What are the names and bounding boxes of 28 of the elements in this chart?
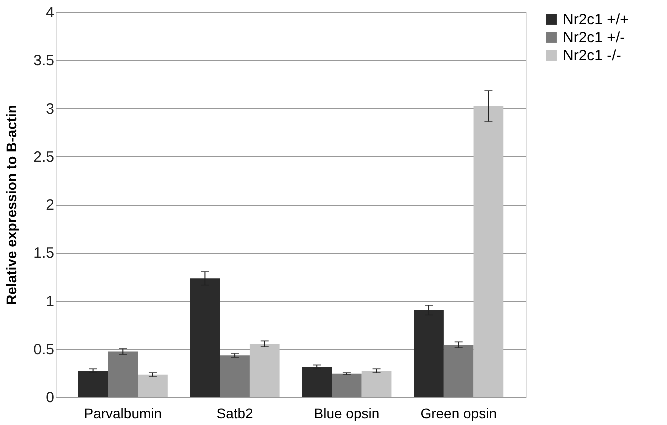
legend-label: Nr2c1 +/+ bbox=[563, 12, 630, 28]
bar bbox=[474, 106, 504, 397]
y-tick-label: 1.5 bbox=[34, 245, 54, 262]
y-tick-label: 2 bbox=[46, 197, 54, 214]
bar bbox=[362, 371, 392, 397]
bar bbox=[332, 374, 362, 397]
y-tick-label: 0.5 bbox=[34, 341, 54, 358]
bar bbox=[108, 352, 138, 397]
legend-label: Nr2c1 +/- bbox=[563, 30, 626, 46]
x-tick-label: Parvalbumin bbox=[84, 406, 162, 422]
y-tick-label: 3 bbox=[46, 100, 54, 118]
x-tick-label: Green opsin bbox=[420, 406, 497, 422]
bar bbox=[220, 356, 250, 397]
bar bbox=[250, 344, 280, 397]
y-tick-label: 2.5 bbox=[34, 148, 54, 166]
y-axis-title: Relative expression to B-actin bbox=[4, 105, 20, 305]
x-tick-label: Satb2 bbox=[216, 406, 254, 422]
bar bbox=[444, 345, 474, 397]
y-tick-label: 4 bbox=[46, 4, 54, 22]
bar bbox=[414, 310, 444, 397]
y-tick-label: 0 bbox=[46, 390, 54, 406]
legend-label: Nr2c1 -/- bbox=[563, 48, 622, 64]
y-tick-label: 1 bbox=[46, 293, 54, 310]
bar bbox=[138, 374, 168, 397]
bar bbox=[302, 367, 332, 397]
y-tick-label: 3.5 bbox=[34, 52, 54, 70]
bar bbox=[78, 371, 108, 397]
x-tick-label: Blue opsin bbox=[314, 406, 380, 422]
